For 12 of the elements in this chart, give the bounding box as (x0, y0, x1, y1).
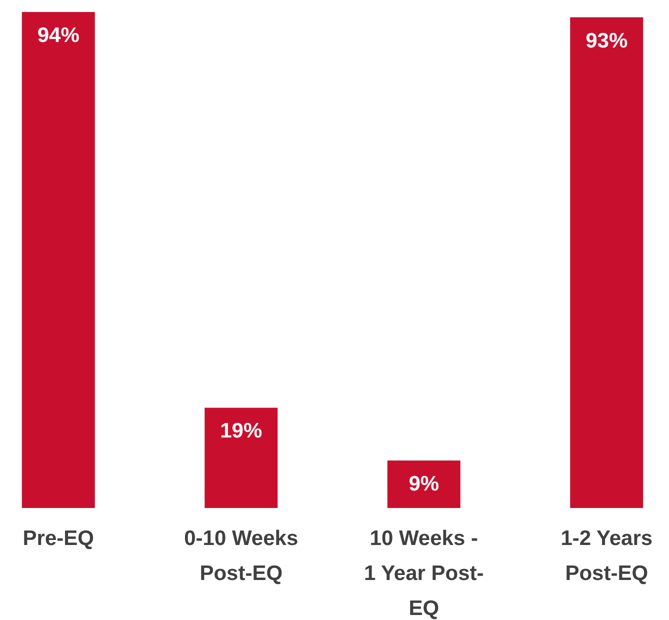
data-label: 9% (408, 472, 440, 496)
bar (570, 17, 644, 508)
data-label: 94% (37, 24, 80, 47)
bar (387, 460, 460, 508)
bar (204, 408, 278, 508)
x-tick-label: 10 Weeks - 1 Year Post-EQ (364, 527, 484, 620)
data-label: 19% (220, 420, 262, 443)
x-tick-label: 0-10 Weeks Post-EQ (184, 527, 298, 585)
x-tick-label: Pre-EQ (22, 527, 94, 550)
data-label: 93% (586, 29, 628, 52)
bar (22, 12, 95, 508)
x-tick-label: 1-2 Years Post-EQ (560, 527, 653, 585)
